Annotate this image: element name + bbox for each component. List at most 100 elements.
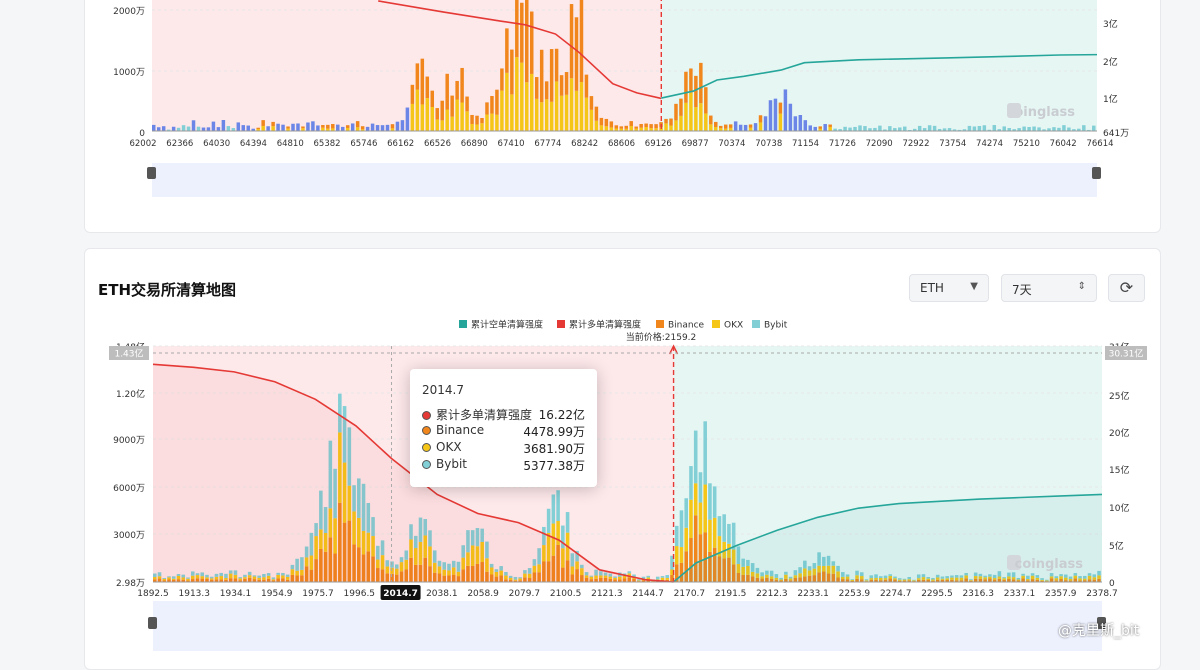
bar-segment-okx — [200, 576, 205, 579]
bar-segment — [992, 125, 997, 131]
bar-segment — [475, 124, 479, 131]
bar-segment-okx — [988, 576, 992, 579]
bar-segment-okx — [788, 578, 793, 581]
bar-segment-binance — [1007, 578, 1011, 582]
bar-segment — [510, 94, 514, 131]
bar-segment-okx — [1073, 575, 1078, 579]
bar-segment-binance — [262, 579, 266, 582]
bar-segment-binance — [413, 564, 418, 582]
zoom-slider-track — [152, 163, 1097, 197]
bar-segment — [649, 124, 653, 129]
bar-segment-bybit — [627, 571, 632, 574]
bar-segment — [539, 102, 544, 131]
bar-segment-binance — [964, 578, 968, 582]
chart-tooltip: 2014.7 累计多单清算强度 16.22亿 Binance 4478.99万 … — [410, 369, 597, 487]
bar-segment — [579, 82, 584, 131]
bar-segment — [564, 94, 569, 131]
bar-segment-bybit — [575, 550, 579, 562]
bar-segment-okx — [931, 579, 935, 581]
bar-segment-okx — [399, 562, 404, 572]
bar-segment-binance — [333, 553, 337, 582]
bar-segment-binance — [309, 569, 314, 582]
bar-segment — [475, 115, 479, 125]
bar-segment-okx — [281, 575, 285, 579]
x-tick-label: 68606 — [608, 139, 635, 149]
bar-segment — [156, 127, 161, 131]
bar-segment — [758, 122, 763, 131]
x-tick-label: 2337.1 — [1004, 589, 1036, 599]
bar-segment-binance — [214, 579, 219, 582]
legend-swatch — [712, 320, 720, 328]
bar-segment-binance — [252, 579, 257, 582]
bar-segment — [296, 123, 300, 131]
bar-segment — [704, 113, 708, 131]
bar-segment — [719, 125, 723, 129]
bar-segment-bybit — [736, 546, 741, 565]
bar-segment — [440, 100, 444, 121]
bar-segment-binance — [983, 579, 987, 582]
bar-segment-bybit — [613, 576, 617, 578]
bar-segment-okx — [888, 575, 893, 579]
bar-segment-bybit — [831, 561, 836, 566]
legend-label: Binance — [668, 321, 705, 331]
bar-segment-bybit — [964, 572, 968, 576]
bar-segment-okx — [390, 567, 394, 574]
bar-segment-bybit — [698, 472, 703, 503]
period-select[interactable]: 7天 ⇕ — [1001, 274, 1097, 302]
bar-segment — [604, 126, 609, 131]
y-right-badge-bg — [1105, 346, 1147, 360]
bar-segment-binance — [480, 562, 484, 582]
bar-segment-bybit — [1073, 573, 1078, 576]
bar-segment-okx — [897, 579, 902, 581]
refresh-button[interactable]: ⟳ — [1108, 274, 1145, 302]
bar-segment-binance — [513, 580, 518, 582]
bar-segment-binance — [238, 580, 242, 582]
bar-segment-binance — [508, 579, 513, 582]
bar-segment-binance — [769, 578, 774, 582]
bar-segment — [629, 126, 633, 131]
bar-segment — [1042, 129, 1046, 131]
bar-segment-binance — [285, 579, 290, 582]
bar-segment-okx — [214, 576, 219, 580]
bar-segment — [256, 127, 260, 130]
bar-segment-okx — [907, 579, 912, 581]
bar-segment-binance — [565, 560, 570, 582]
bar-segment — [206, 127, 211, 131]
bar-segment — [311, 121, 315, 131]
bar-segment-binance — [409, 557, 413, 582]
bar-segment-binance — [190, 579, 195, 582]
bar-segment — [166, 129, 171, 131]
bar-segment-binance — [1026, 580, 1030, 582]
bar-segment-bybit — [845, 574, 850, 577]
short-zone-bg — [661, 0, 1097, 131]
bar-segment — [694, 75, 698, 108]
bar-segment-okx — [670, 569, 674, 575]
bar-segment-bybit — [451, 560, 456, 568]
bar-segment — [286, 128, 290, 131]
x-tick-label: 66526 — [424, 139, 451, 149]
bar-segment-okx — [779, 579, 783, 581]
x-tick-label: 72922 — [902, 139, 929, 149]
bar-segment-bybit — [385, 560, 390, 567]
bar-segment-binance — [209, 579, 214, 582]
bar-segment-okx — [613, 577, 617, 580]
bar-segment — [539, 49, 544, 103]
bar-segment-bybit — [855, 570, 859, 576]
bar-segment-bybit — [722, 514, 726, 542]
bar-segment-binance — [527, 578, 532, 582]
bar-segment — [445, 109, 449, 131]
bar-segment-bybit — [689, 466, 693, 500]
bar-segment-binance — [931, 580, 935, 582]
bar-segment — [455, 80, 459, 100]
bar-segment-okx — [964, 575, 968, 579]
bar-segment-okx — [247, 575, 252, 578]
bar-segment — [375, 125, 380, 131]
bar-segment-okx — [266, 575, 271, 579]
bar-segment-binance — [869, 579, 874, 582]
bar-segment-binance — [281, 578, 285, 582]
tooltip-value: 3681.90万 — [523, 442, 585, 456]
bar-segment-okx — [295, 570, 299, 576]
bar-segment-binance — [774, 579, 779, 582]
coin-select[interactable]: ETH ▼ — [909, 274, 989, 302]
bar-segment — [753, 123, 758, 131]
